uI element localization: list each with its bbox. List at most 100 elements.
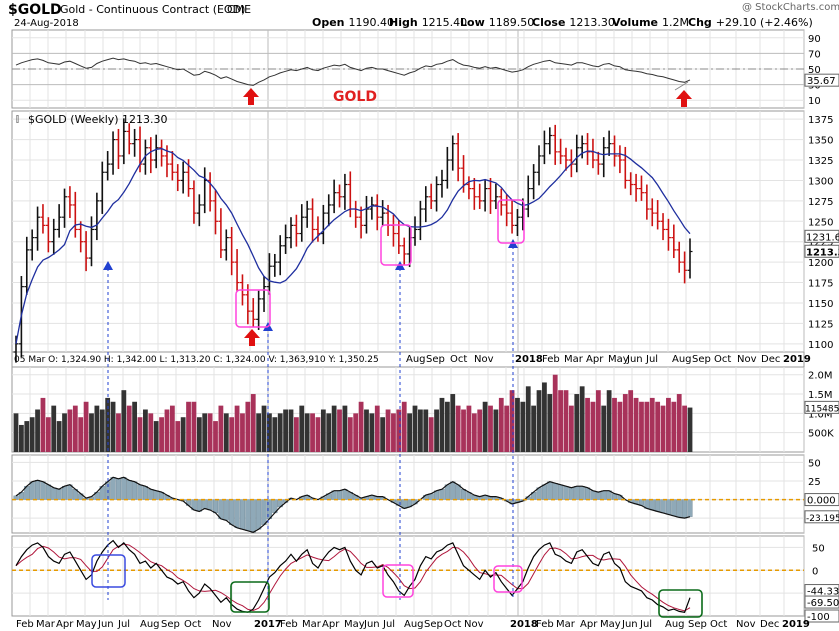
volume-label: Volume xyxy=(612,16,658,29)
osc-tick-label: 50 xyxy=(812,543,825,554)
volume-bar xyxy=(213,421,218,452)
open-value: 1190.40 xyxy=(349,16,395,29)
highlight-box xyxy=(235,289,271,328)
rsi-line xyxy=(15,57,691,86)
bottom-axis-label: Sep xyxy=(161,619,180,630)
macd-histogram-bar xyxy=(142,486,148,500)
volume-bar xyxy=(531,405,537,452)
highlight-box-magenta xyxy=(493,565,523,593)
volume-bar xyxy=(261,405,267,452)
red-arrow-up-icon xyxy=(244,329,260,346)
osc-value-box xyxy=(804,595,839,609)
macd-histogram-bar xyxy=(250,499,256,533)
bar-glyph-icon: ⫿ xyxy=(16,114,19,125)
macd-histogram-bar xyxy=(682,499,688,519)
volume-bar xyxy=(466,405,472,452)
bottom-axis-label: Jul xyxy=(117,619,130,630)
red-arrow-up-icon xyxy=(676,90,692,107)
volume-bar xyxy=(595,390,601,452)
rsi-tail xyxy=(674,81,689,91)
close-value-box xyxy=(804,244,839,258)
macd-histogram-bar xyxy=(56,489,62,500)
chg-value: +29.10 (+2.46%) xyxy=(716,16,813,29)
top-axis-label: Sep xyxy=(692,354,711,365)
macd-histogram-bar xyxy=(207,499,213,511)
header-stats: Open 1190.40 High 1215.40 Low 1189.50 Close… xyxy=(312,16,813,29)
macd-zero-box xyxy=(804,493,839,507)
volume-bar xyxy=(401,401,407,452)
macd-histogram-bar xyxy=(547,481,553,500)
volume-bar xyxy=(310,413,315,452)
volume-bar xyxy=(186,401,191,452)
macd-tick-label: 50 xyxy=(808,458,821,469)
bottom-axis-label: Feb xyxy=(536,619,554,630)
macd-histogram-bar xyxy=(660,499,666,514)
bottom-axis-label: Apr xyxy=(322,619,340,630)
volume-bar xyxy=(202,413,208,452)
macd-histogram-bar xyxy=(444,484,450,500)
macd-histogram-bar xyxy=(568,487,574,500)
macd-histogram-bar xyxy=(121,477,127,500)
volume-bar xyxy=(520,401,526,452)
volume-bar xyxy=(245,401,251,452)
oscillator-panel: 500-50-44.33-69.50-100 xyxy=(12,539,839,623)
volume-bar xyxy=(234,405,240,452)
macd-histogram-bar xyxy=(585,487,591,500)
macd-histogram-bar xyxy=(590,490,596,500)
volume-bar xyxy=(132,401,138,452)
price-tick-label: 1275 xyxy=(808,197,833,208)
volume-bar xyxy=(267,413,272,452)
volume-bar xyxy=(40,397,46,452)
osc-value-label: -44.33 xyxy=(807,587,839,598)
macd-histogram-bar xyxy=(649,499,655,511)
close-value-label: 1213.30 xyxy=(806,247,839,258)
bottom-axis-label: May xyxy=(76,619,97,630)
volume-bar xyxy=(283,409,288,452)
top-axis-label: Oct xyxy=(450,354,467,365)
volume-bar xyxy=(320,409,326,452)
rsi-value-box xyxy=(804,73,839,87)
top-axis-label: Oct xyxy=(714,354,731,365)
macd-histogram-bar xyxy=(671,499,677,517)
macd-histogram-bar xyxy=(234,499,240,528)
red-arrow-up-icon xyxy=(243,88,259,105)
volume-bar xyxy=(342,405,348,452)
volume-bar xyxy=(277,413,283,452)
volume-bar xyxy=(525,386,531,452)
volume-bar xyxy=(272,417,278,452)
volume-bar xyxy=(121,390,127,452)
volume-bar xyxy=(542,382,547,452)
bottom-axis-label: 2019 xyxy=(782,619,810,630)
macd-histogram-bar xyxy=(579,486,585,500)
macd-histogram-bar xyxy=(541,484,547,500)
volume-bar xyxy=(347,417,353,452)
price-tick-label: 1375 xyxy=(808,115,833,126)
macd-line xyxy=(15,476,691,533)
highlight-box-green xyxy=(658,589,703,618)
panel-frame-price xyxy=(11,110,805,353)
macd-histogram-bar xyxy=(61,486,68,500)
volume-bar xyxy=(369,413,375,452)
panel-frame-osc xyxy=(11,535,805,617)
volume-bar xyxy=(622,394,628,452)
bottom-axis-label: Dec xyxy=(760,619,779,630)
close-label: Close xyxy=(532,16,565,29)
volume-panel: 2.0M 1.5M 1.0M 500K 1154853 xyxy=(12,371,839,452)
macd-zero-label: 0.000 xyxy=(807,496,836,507)
volume-bar xyxy=(326,413,332,452)
volume-bar xyxy=(509,390,515,452)
macd-histogram-bar xyxy=(51,487,57,500)
volume-bar xyxy=(331,405,337,452)
ohlc-readout: 05 Mar O: 1,324.90 H: 1,342.00 L: 1,313.… xyxy=(14,355,379,365)
rsi-panel: 907050301035.67 xyxy=(12,34,839,107)
ticker: $GOLD xyxy=(8,2,62,18)
macd-histogram-bar xyxy=(29,481,35,500)
volume-bar xyxy=(676,394,682,452)
top-axis-label: Jul xyxy=(645,354,658,365)
macd-histogram-bar xyxy=(148,489,154,500)
macd-histogram-bar xyxy=(336,490,343,500)
bottom-axis-label: Sep xyxy=(688,619,707,630)
volume-bar xyxy=(585,397,590,452)
